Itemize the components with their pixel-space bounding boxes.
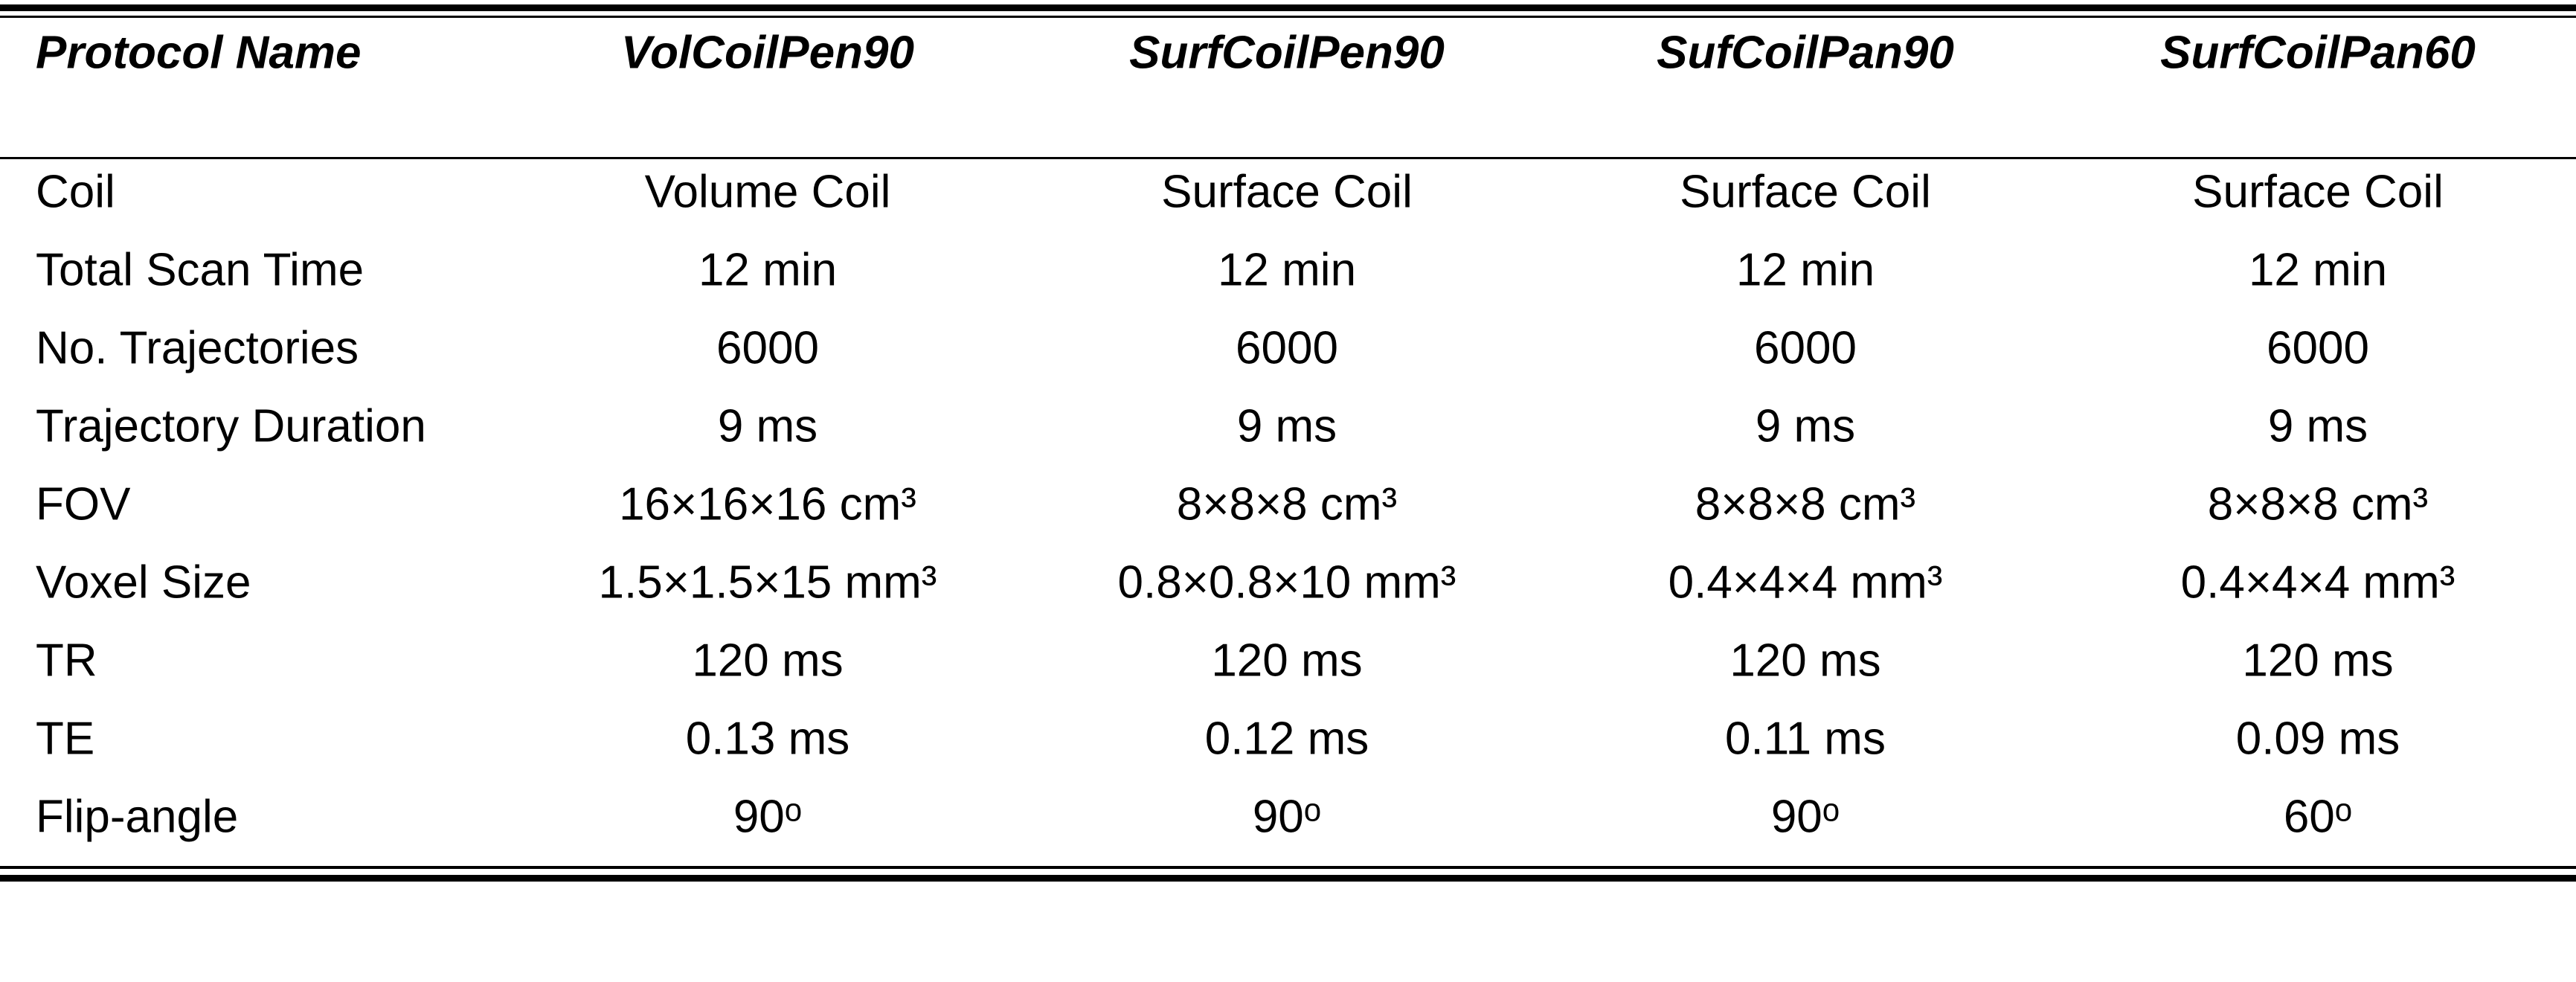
header-cell: SurfCoilPen90: [1129, 27, 1445, 78]
cell: 0.11 ms: [1725, 713, 1886, 764]
cell: 60ᵒ: [2284, 791, 2352, 842]
row-label: TE: [36, 713, 94, 764]
cell: 0.8×0.8×10 mm³: [1118, 556, 1456, 608]
cell: 6000: [1754, 322, 1857, 373]
cell: 8×8×8 cm³: [2208, 478, 2428, 530]
header-rule: [0, 157, 2576, 159]
cell: 9 ms: [718, 400, 818, 452]
cell: 90ᵒ: [733, 791, 802, 842]
row-label: No. Trajectories: [36, 322, 359, 373]
row-label: FOV: [36, 478, 131, 530]
cell: 6000: [716, 322, 819, 373]
header-cell: SurfCoilPan60: [2160, 27, 2476, 78]
row-label: Coil: [36, 166, 115, 217]
cell: 1.5×1.5×15 mm³: [599, 556, 937, 608]
cell: 0.13 ms: [686, 713, 850, 764]
cell: 120 ms: [1729, 635, 1880, 686]
cell: 9 ms: [1756, 400, 1855, 452]
cell: 9 ms: [1237, 400, 1337, 452]
cell: 120 ms: [692, 635, 843, 686]
cell: 12 min: [1736, 244, 1875, 295]
cell: 120 ms: [1211, 635, 1362, 686]
cell: 12 min: [1218, 244, 1356, 295]
row-label: TR: [36, 635, 97, 686]
cell: 6000: [1236, 322, 1338, 373]
cell: 0.12 ms: [1205, 713, 1369, 764]
cell: 90ᵒ: [1253, 791, 1321, 842]
cell: 90ᵒ: [1771, 791, 1840, 842]
cell: Volume Coil: [645, 166, 891, 217]
cell: 16×16×16 cm³: [619, 478, 916, 530]
cell: 0.09 ms: [2236, 713, 2400, 764]
cell: Surface Coil: [1680, 166, 1931, 217]
cell: Surface Coil: [1161, 166, 1413, 217]
header-cell: Protocol Name: [36, 27, 362, 78]
header-cell: VolCoilPen90: [621, 27, 914, 78]
top-rule-thin: [0, 16, 2576, 18]
bottom-rule-thick: [0, 875, 2576, 882]
cell: 12 min: [2249, 244, 2387, 295]
cell: 0.4×4×4 mm³: [2181, 556, 2455, 608]
row-label: Flip-angle: [36, 791, 238, 842]
cell: 9 ms: [2268, 400, 2368, 452]
cell: 0.4×4×4 mm³: [1668, 556, 1943, 608]
cell: Surface Coil: [2192, 166, 2444, 217]
top-rule-thick: [0, 4, 2576, 11]
row-label: Voxel Size: [36, 556, 251, 608]
row-label: Total Scan Time: [36, 244, 364, 295]
cell: 12 min: [698, 244, 837, 295]
cell: 6000: [2267, 322, 2369, 373]
cell: 8×8×8 cm³: [1695, 478, 1915, 530]
bottom-rule-thin: [0, 866, 2576, 869]
cell: 8×8×8 cm³: [1177, 478, 1397, 530]
cell: 120 ms: [2242, 635, 2393, 686]
row-label: Trajectory Duration: [36, 400, 426, 452]
header-cell: SufCoilPan90: [1657, 27, 1954, 78]
